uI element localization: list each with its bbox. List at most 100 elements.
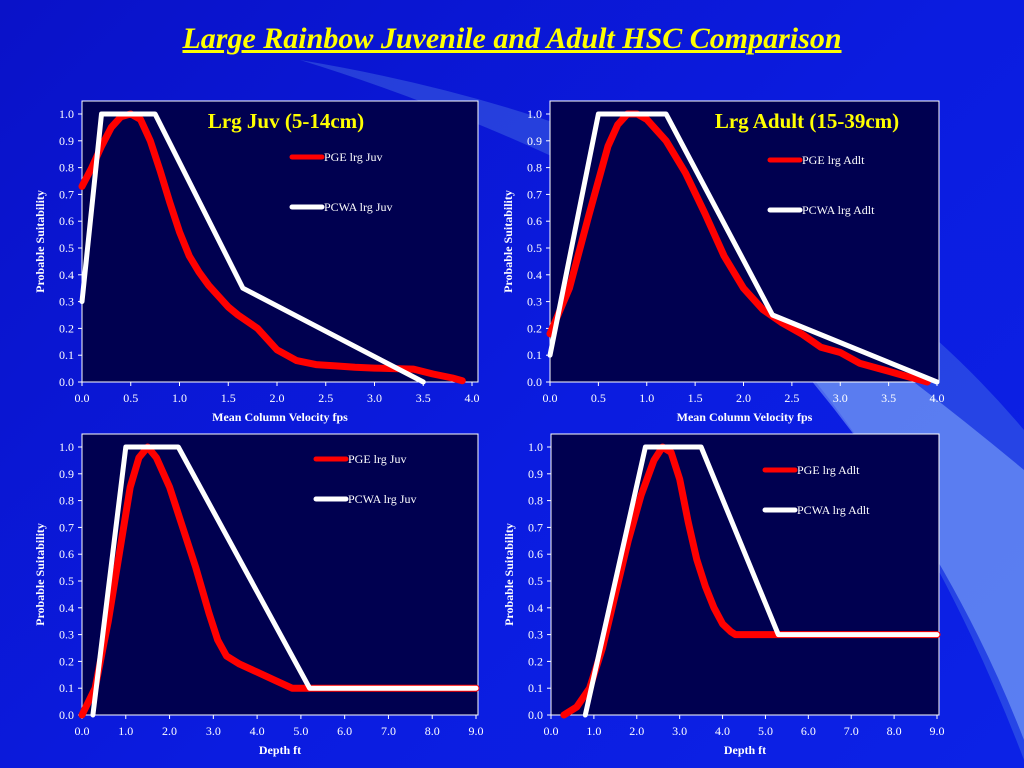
y-tick-label: 0.5: [527, 241, 542, 255]
legend-label: PCWA lrg Adlt: [802, 203, 875, 217]
y-tick-label: 0.6: [528, 547, 543, 561]
y-tick-label: 0.2: [59, 654, 74, 668]
y-axis-label: Probable Suitability: [33, 190, 47, 293]
y-tick-label: 1.0: [59, 440, 74, 454]
legend-label: PGE lrg Juv: [324, 150, 382, 164]
x-tick-label: 4.0: [465, 391, 480, 405]
series-line-pge: [546, 110, 931, 386]
x-tick-label: 1.0: [172, 391, 187, 405]
y-tick-label: 0.3: [59, 628, 74, 642]
x-axis-label: Depth ft: [259, 743, 301, 757]
plot-area: [81, 100, 479, 383]
x-tick-label: 3.0: [833, 391, 848, 405]
y-tick-label: 0.0: [527, 375, 542, 389]
y-tick-label: 0.4: [59, 268, 74, 282]
y-tick-label: 0.2: [527, 321, 542, 335]
x-tick-label: 2.0: [162, 724, 177, 738]
legend-label: PGE lrg Juv: [348, 452, 406, 466]
y-tick-label: 0.8: [527, 161, 542, 175]
x-tick-label: 6.0: [801, 724, 816, 738]
x-tick-label: 0.5: [591, 391, 606, 405]
x-tick-label: 8.0: [887, 724, 902, 738]
y-tick-label: 0.7: [528, 520, 543, 534]
x-axis-label: Mean Column Velocity fps: [677, 410, 813, 424]
x-tick-label: 5.0: [293, 724, 308, 738]
y-axis-label: Probable Suitability: [33, 523, 47, 626]
y-tick-label: 0.7: [59, 187, 74, 201]
y-axis-label: Probable Suitability: [502, 523, 516, 626]
y-tick-label: 0.0: [59, 708, 74, 722]
x-tick-label: 4.0: [250, 724, 265, 738]
y-tick-label: 0.1: [528, 681, 543, 695]
y-tick-label: 0.7: [527, 187, 542, 201]
x-tick-label: 2.5: [318, 391, 333, 405]
x-tick-label: 3.0: [672, 724, 687, 738]
x-tick-label: 2.5: [784, 391, 799, 405]
y-tick-label: 0.9: [59, 467, 74, 481]
y-tick-label: 0.6: [527, 214, 542, 228]
x-tick-label: 8.0: [425, 724, 440, 738]
y-tick-label: 0.1: [59, 681, 74, 695]
x-tick-label: 3.0: [367, 391, 382, 405]
y-tick-label: 0.3: [527, 295, 542, 309]
x-axis-label: Depth ft: [724, 743, 766, 757]
x-tick-label: 4.0: [930, 391, 945, 405]
x-tick-label: 7.0: [381, 724, 396, 738]
y-tick-label: 0.0: [528, 708, 543, 722]
y-tick-label: 0.8: [59, 161, 74, 175]
x-tick-label: 1.0: [118, 724, 133, 738]
y-tick-label: 0.4: [528, 601, 543, 615]
x-tick-label: 1.0: [586, 724, 601, 738]
chart-title: Lrg Adult (15-39cm): [715, 109, 899, 133]
legend-label: PGE lrg Adlt: [797, 463, 860, 477]
x-tick-label: 0.0: [75, 724, 90, 738]
legend-label: PCWA lrg Adlt: [797, 503, 870, 517]
y-tick-label: 0.6: [59, 547, 74, 561]
x-tick-label: 7.0: [844, 724, 859, 738]
x-tick-label: 2.0: [736, 391, 751, 405]
series-line-pcwa: [582, 444, 940, 718]
y-tick-label: 0.8: [528, 494, 543, 508]
y-tick-label: 1.0: [59, 107, 74, 121]
y-axis-label: Probable Suitability: [501, 190, 515, 293]
y-tick-label: 0.1: [59, 348, 74, 362]
plot-area: [549, 100, 940, 383]
x-tick-label: 0.0: [543, 391, 558, 405]
x-tick-label: 1.0: [639, 391, 654, 405]
y-tick-label: 0.6: [59, 214, 74, 228]
x-tick-label: 3.5: [881, 391, 896, 405]
y-tick-label: 0.9: [59, 134, 74, 148]
y-tick-label: 0.2: [59, 321, 74, 335]
legend-label: PGE lrg Adlt: [802, 153, 865, 167]
y-tick-label: 0.3: [59, 295, 74, 309]
x-tick-label: 9.0: [930, 724, 945, 738]
y-tick-label: 0.9: [527, 134, 542, 148]
x-tick-label: 1.5: [221, 391, 236, 405]
y-tick-label: 0.0: [59, 375, 74, 389]
y-tick-label: 0.3: [528, 628, 543, 642]
x-tick-label: 6.0: [337, 724, 352, 738]
x-tick-label: 2.0: [629, 724, 644, 738]
y-tick-label: 0.8: [59, 494, 74, 508]
y-tick-label: 0.2: [528, 654, 543, 668]
series-line-pcwa: [79, 111, 426, 385]
x-axis-label: Mean Column Velocity fps: [212, 410, 348, 424]
series-line-pcwa: [90, 444, 479, 718]
plot-area: [550, 433, 940, 716]
y-tick-label: 0.9: [528, 467, 543, 481]
x-tick-label: 1.5: [688, 391, 703, 405]
y-tick-label: 1.0: [528, 440, 543, 454]
x-tick-label: 2.0: [270, 391, 285, 405]
y-tick-label: 0.5: [59, 574, 74, 588]
x-tick-label: 5.0: [758, 724, 773, 738]
x-tick-label: 0.0: [75, 391, 90, 405]
x-tick-label: 4.0: [715, 724, 730, 738]
series-line-pge: [78, 443, 480, 719]
plot-area: [81, 433, 479, 716]
y-tick-label: 0.4: [527, 268, 542, 282]
x-tick-label: 3.0: [206, 724, 221, 738]
y-tick-label: 0.5: [528, 574, 543, 588]
